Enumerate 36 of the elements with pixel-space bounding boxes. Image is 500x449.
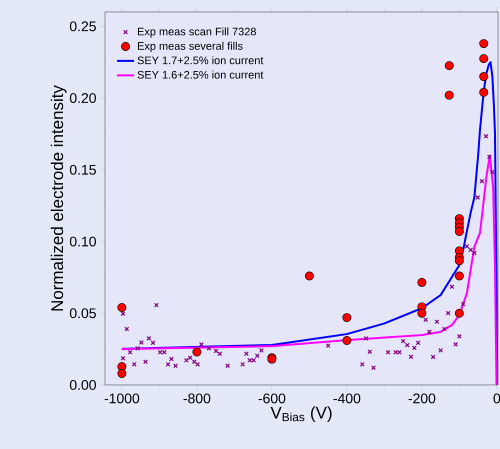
point <box>479 39 488 48</box>
point <box>444 61 454 70</box>
point <box>454 271 464 280</box>
point <box>342 336 352 345</box>
x-tick-label: -400 <box>334 393 360 404</box>
y-tick-label: 0.15 <box>70 164 96 175</box>
x-tick-label: -800 <box>184 393 210 404</box>
legend-label: SEY 1.7+2.5% ion current <box>138 56 264 64</box>
point <box>479 72 488 82</box>
x-tick-label: 0 <box>494 393 500 404</box>
x-axis-title: V$_{Bias}$ (V) <box>270 406 332 422</box>
legend-label: SEY 1.6+2.5% ion current <box>138 70 264 79</box>
point <box>417 308 426 318</box>
x-tick-label: -200 <box>408 393 436 404</box>
point <box>444 90 454 100</box>
x-tick-label: -1000 <box>104 393 140 404</box>
point <box>417 278 426 287</box>
point <box>454 256 464 266</box>
legend-label: Exp meas scan Fill 7328 <box>138 27 256 38</box>
point <box>479 88 488 97</box>
point <box>454 308 464 318</box>
y-tick-label: 0.20 <box>70 93 96 104</box>
point <box>117 303 126 312</box>
x-tick-label: -600 <box>258 393 286 404</box>
point <box>304 271 314 280</box>
y-tick-label: 0.05 <box>70 308 96 318</box>
point <box>117 369 126 378</box>
point <box>479 54 488 64</box>
y-tick-label: 0.00 <box>70 380 96 390</box>
y-tick-label: 0.10 <box>70 236 96 246</box>
y-axis-title: Normalized electrode intensity <box>50 85 67 311</box>
point <box>454 227 464 236</box>
legend-label: Exp meas several fills <box>138 42 243 52</box>
point <box>192 348 202 356</box>
y-tick-label: 0.25 <box>70 21 96 32</box>
point <box>342 313 352 322</box>
